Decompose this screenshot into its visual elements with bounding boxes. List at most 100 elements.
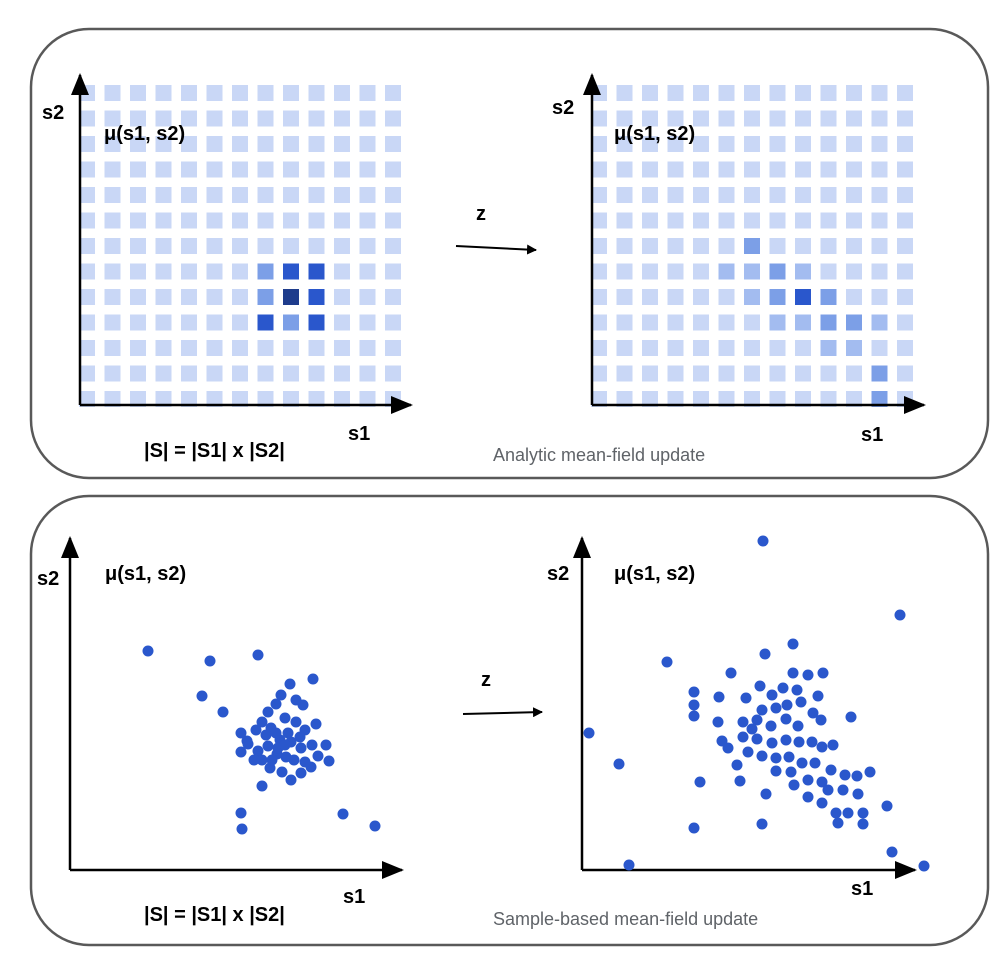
grid-cell — [79, 136, 95, 152]
x-axis-label: s1 — [343, 886, 365, 908]
sample-point — [275, 689, 287, 701]
grid-cell — [846, 136, 862, 152]
sample-point — [722, 742, 734, 754]
grid-cell — [334, 161, 350, 178]
grid-cell — [257, 187, 274, 203]
grid-cell — [206, 391, 223, 407]
sample-point — [754, 680, 766, 692]
grid-cell — [206, 289, 223, 305]
grid-cell — [897, 365, 913, 382]
sample-point — [320, 739, 332, 751]
grid-cell — [359, 238, 376, 254]
grid-cell — [359, 212, 376, 229]
sample-point — [623, 859, 635, 871]
grid-cell — [104, 340, 121, 356]
grid-cell — [181, 314, 197, 331]
grid-cell — [616, 314, 633, 331]
analytic-right-axes — [583, 73, 926, 414]
grid-cell — [795, 110, 811, 127]
grid-cell — [104, 314, 121, 331]
sample-point — [288, 754, 300, 766]
grid-cell — [744, 85, 760, 101]
grid-cell — [744, 314, 760, 331]
grid-cell-highlighted — [257, 314, 274, 331]
grid-cell — [308, 212, 325, 229]
grid-cell — [206, 161, 223, 178]
grid-cell — [283, 161, 299, 178]
grid-cell — [897, 136, 913, 152]
grid-cell-highlighted — [308, 314, 325, 331]
state-space-size-label: |S| = |S1| x |S2| — [144, 904, 285, 926]
sample-point — [796, 757, 808, 769]
grid-cell — [130, 85, 146, 101]
grid-cell — [359, 85, 376, 101]
grid-cell — [257, 161, 274, 178]
grid-cell — [820, 365, 837, 382]
sample-point — [262, 740, 274, 752]
grid-cell — [693, 238, 709, 254]
grid-cell — [846, 238, 862, 254]
grid-cell — [616, 263, 633, 280]
grid-cell — [846, 212, 862, 229]
grid-cell — [871, 263, 888, 280]
grid-cell — [206, 110, 223, 127]
grid-cell — [616, 340, 633, 356]
grid-cell — [359, 314, 376, 331]
grid-cell — [79, 187, 95, 203]
sample-point — [688, 822, 700, 834]
grid-cell — [897, 340, 913, 356]
grid-cell — [385, 263, 401, 280]
analytic-left-axes — [71, 73, 413, 414]
grid-cell — [155, 263, 172, 280]
grid-cell — [769, 340, 786, 356]
grid-cell — [718, 110, 735, 127]
grid-cell-highlighted — [308, 289, 325, 305]
y-axis-label: s2 — [42, 102, 64, 124]
grid-cell — [385, 314, 401, 331]
grid-cell-highlighted — [871, 314, 888, 331]
sample-point — [894, 609, 906, 621]
grid-cell — [642, 340, 658, 356]
grid-cell — [667, 85, 684, 101]
grid-cell — [181, 136, 197, 152]
grid-cell — [79, 340, 95, 356]
grid-cell-highlighted — [308, 263, 325, 280]
grid-cell — [718, 85, 735, 101]
grid-cell — [795, 187, 811, 203]
grid-cell-highlighted — [820, 314, 837, 331]
grid-cell — [820, 391, 837, 407]
sample-point — [759, 648, 771, 660]
mu-label: μ(s1, s2) — [104, 123, 185, 145]
grid-cell — [642, 187, 658, 203]
grid-cell — [130, 340, 146, 356]
grid-cell — [385, 161, 401, 178]
grid-cell — [718, 314, 735, 331]
grid-cell — [897, 110, 913, 127]
grid-cell — [104, 85, 121, 101]
sample-point — [279, 712, 291, 724]
grid-cell — [846, 391, 862, 407]
grid-cell — [846, 110, 862, 127]
grid-cell — [385, 212, 401, 229]
grid-cell — [359, 187, 376, 203]
grid-cell — [206, 238, 223, 254]
sample-point — [816, 776, 828, 788]
grid-cell — [232, 136, 248, 152]
grid-cell — [308, 85, 325, 101]
grid-cell — [334, 187, 350, 203]
grid-cell — [769, 212, 786, 229]
grid-cell — [232, 110, 248, 127]
grid-cell — [385, 238, 401, 254]
grid-cell — [257, 391, 274, 407]
sample-point — [688, 710, 700, 722]
y-axis-label: s2 — [37, 568, 59, 590]
grid-cell — [642, 263, 658, 280]
grid-cell — [181, 238, 197, 254]
sample-point — [857, 807, 869, 819]
sample-point — [713, 691, 725, 703]
grid-cell — [385, 365, 401, 382]
grid-cell — [642, 110, 658, 127]
grid-cell-highlighted — [769, 289, 786, 305]
sample-point — [756, 704, 768, 716]
